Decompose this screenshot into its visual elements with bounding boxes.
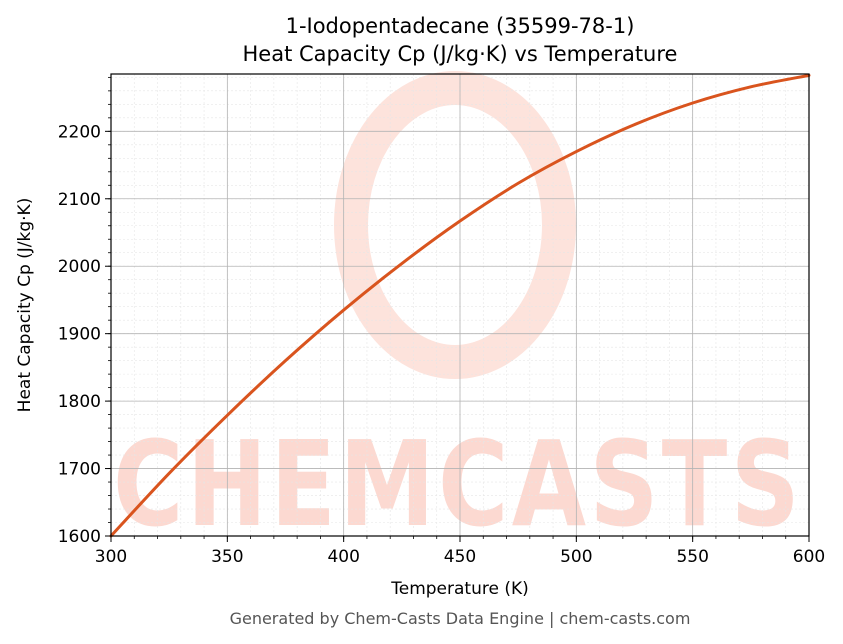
y-tick-label: 2000 [58, 257, 101, 277]
x-tick-label: 550 [676, 547, 708, 567]
y-tick-label: 2200 [58, 122, 101, 142]
watermark-logo-ring [334, 71, 576, 379]
y-tick-label: 2100 [58, 190, 101, 210]
y-tick-label: 1800 [58, 392, 101, 412]
footer-credit: Generated by Chem-Casts Data Engine | ch… [230, 609, 691, 628]
y-tick-label: 1900 [58, 325, 101, 345]
axis-ticks [105, 76, 810, 542]
x-tick-label: 450 [444, 547, 476, 567]
x-tick-label: 600 [793, 547, 825, 567]
y-tick-label: 1600 [58, 527, 101, 547]
chart-title: 1-Iodopentadecane (35599-78-1) [286, 14, 635, 38]
series-line-heat-capacity [109, 73, 811, 538]
tick-labels: 300 350 400 450 500 550 600 1600 1700 1800 1900 200… [58, 122, 825, 567]
chart-subtitle: Heat Capacity Cp (J/kg·K) vs Temperature [243, 42, 678, 66]
watermark: CHEMCASTS [113, 71, 803, 553]
x-tick-label: 300 [95, 547, 127, 567]
y-axis-label: Heat Capacity Cp (J/kg·K) [15, 198, 35, 413]
x-tick-label: 400 [327, 547, 359, 567]
x-tick-label: 350 [211, 547, 243, 567]
x-tick-label: 500 [560, 547, 592, 567]
watermark-text: CHEMCASTS [113, 415, 803, 553]
y-tick-label: 1700 [58, 460, 101, 480]
x-axis-label: Temperature (K) [390, 579, 529, 599]
series-layer [109, 73, 811, 538]
